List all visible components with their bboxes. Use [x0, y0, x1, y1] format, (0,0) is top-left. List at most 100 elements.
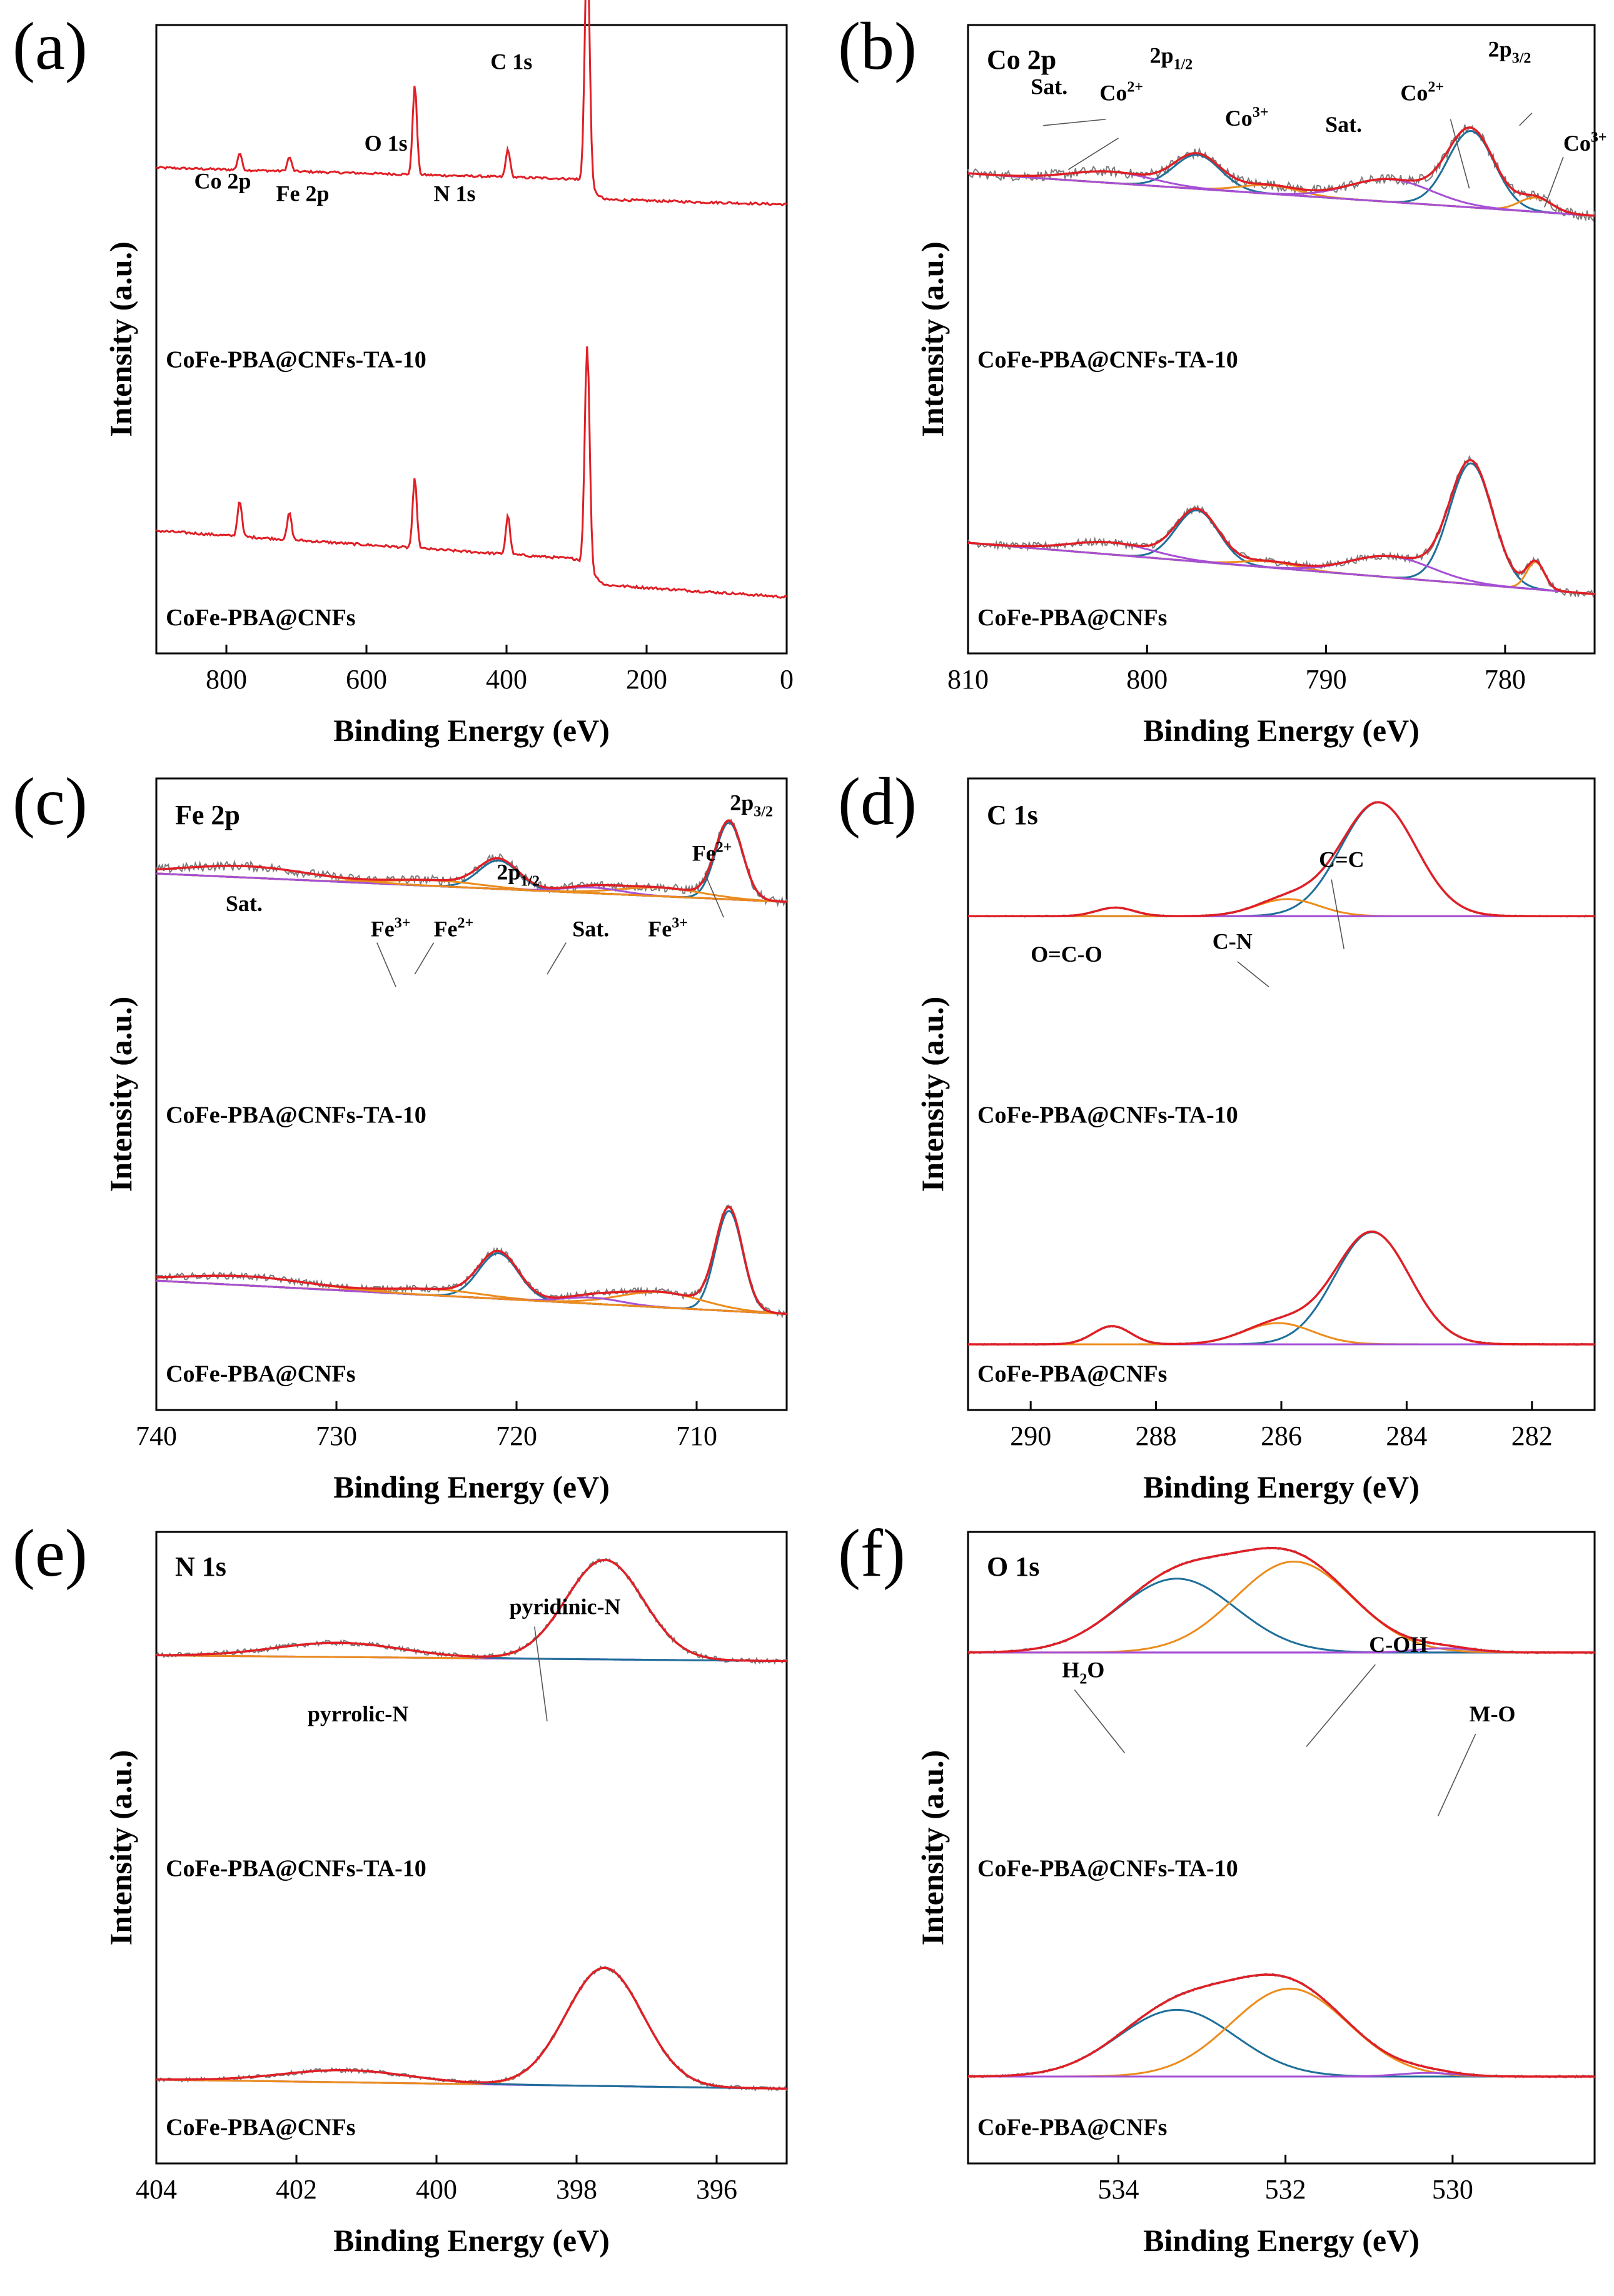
x-tick-label: 0 — [780, 664, 794, 695]
y-axis-label: Intensity (a.u.) — [915, 241, 950, 437]
panel-label: (b) — [838, 9, 917, 84]
peak-annotation: Sat. — [1031, 74, 1067, 99]
survey-line — [156, 0, 787, 207]
annotation-arrow — [1067, 138, 1119, 170]
panel-title: N 1s — [175, 1551, 226, 1582]
plot-frame — [155, 1531, 788, 2165]
panel-title: Fe 2p — [175, 800, 240, 830]
series-ta10: CoFe-PBA@CNFs-TA-10 — [156, 1558, 787, 1881]
x-tick-label: 402 — [276, 2174, 317, 2205]
peak-annotation: C=C — [1319, 847, 1364, 872]
panel-a: 800 600 400 200 0 Binding Energy (eV) Intensit… — [13, 0, 794, 748]
peak-annotation: Fe3+ — [371, 915, 411, 942]
x-tick-label: 288 — [1136, 1421, 1177, 1451]
peak-annotation: pyrrolic-N — [308, 1701, 408, 1726]
peak-annotation: H2O — [1062, 1657, 1104, 1687]
annotation-arrow — [704, 873, 724, 918]
x-tick-label: 404 — [136, 2174, 177, 2205]
series-pba: CoFe-PBA@CNFs — [156, 346, 787, 631]
x-tick-label: 790 — [1306, 664, 1347, 695]
plot-frame — [155, 777, 788, 1411]
raw-data-line — [967, 455, 1595, 598]
y-axis-label: Intensity (a.u.) — [103, 241, 138, 437]
x-tick-label: 400 — [416, 2174, 457, 2205]
x-tick-label: 720 — [496, 1421, 537, 1451]
x-tick-label: 740 — [136, 1421, 177, 1451]
peak-annotation: Fe 2p — [276, 181, 330, 206]
series-pba: CoFe-PBA@CNFs — [967, 1230, 1595, 1387]
panel-label: (a) — [13, 9, 88, 84]
x-axis-label: Binding Energy (eV) — [333, 1469, 610, 1504]
series-label: CoFe-PBA@CNFs-TA-10 — [977, 1102, 1238, 1128]
panel-e: 404 402 400 398 396 Binding Energy (eV) Intens… — [13, 1516, 788, 2258]
panel-label: (e) — [13, 1516, 88, 1591]
fit-component-orange — [968, 1561, 1595, 1654]
peak-annotation: N 1s — [434, 181, 476, 206]
series-label: CoFe-PBA@CNFs-TA-10 — [166, 347, 426, 373]
x-tick-label: 800 — [206, 664, 247, 695]
x-tick-label: 282 — [1511, 1421, 1553, 1451]
panel-f: 534 532 530 Binding Energy (eV) Intensity (a… — [838, 1516, 1596, 2258]
peak-annotation: Sat. — [1325, 112, 1362, 137]
peak-annotation: 2p1/2 — [1150, 43, 1193, 73]
x-tick-label: 290 — [1010, 1421, 1051, 1451]
annotation-arrow — [547, 942, 567, 975]
peak-annotation: Co3+ — [1563, 129, 1607, 156]
fit-component-blue — [967, 509, 1595, 595]
x-axis-label: Binding Energy (eV) — [333, 2223, 610, 2258]
peak-annotation: O 1s — [365, 131, 408, 156]
series-label: CoFe-PBA@CNFs — [166, 2115, 355, 2141]
annotation-arrow — [1519, 113, 1533, 126]
series-pba: CoFe-PBA@CNFs — [967, 455, 1595, 631]
fit-component-blue — [967, 462, 1595, 595]
peak-annotation: C-OH — [1369, 1632, 1428, 1657]
fit-envelope — [968, 1231, 1595, 1346]
plot-frame — [967, 1531, 1596, 2165]
fit-component-violet — [968, 1325, 1595, 1346]
panel-title: O 1s — [987, 1551, 1039, 1582]
peak-annotation: M-O — [1470, 1701, 1516, 1726]
panel-label: (f) — [838, 1516, 905, 1591]
panel-d: 290 288 286 284 282 Binding Energy (eV) Intens… — [838, 765, 1596, 1504]
annotation-arrow — [1450, 119, 1470, 189]
peak-annotation: 2p3/2 — [730, 790, 773, 820]
peak-annotation: 2p3/2 — [1488, 36, 1531, 66]
annotation-arrow — [414, 942, 435, 975]
fit-component-blue — [156, 1252, 787, 1315]
peak-annotation: Co 2p — [194, 168, 251, 193]
annotation-arrow — [1043, 118, 1106, 126]
x-axis-label: Binding Energy (eV) — [333, 713, 610, 748]
fit-envelope — [967, 459, 1595, 595]
x-tick-label: 530 — [1432, 2174, 1473, 2205]
peak-annotation: O=C-O — [1031, 942, 1102, 967]
plot-frame — [155, 24, 788, 655]
raw-data-line — [156, 1204, 787, 1319]
series-ta10: CoFe-PBA@CNFs-TA-10 — [156, 818, 787, 1128]
panel-label: (c) — [13, 765, 88, 839]
series-label: CoFe-PBA@CNFs-TA-10 — [977, 347, 1238, 373]
fit-envelope — [156, 1559, 787, 1663]
annotation-arrow — [534, 1626, 548, 1722]
x-tick-label: 532 — [1265, 2174, 1306, 2205]
fit-component-orange — [968, 1322, 1595, 1346]
fit-component-orange — [156, 1966, 787, 2090]
fit-envelope — [156, 1206, 787, 1315]
x-tick-label: 398 — [556, 2174, 597, 2205]
series-pba: CoFe-PBA@CNFs — [156, 1965, 787, 2141]
annotation-arrow — [1237, 961, 1269, 987]
peak-annotation: Fe2+ — [692, 839, 732, 865]
series-label: CoFe-PBA@CNFs — [166, 1361, 355, 1387]
x-tick-label: 400 — [486, 664, 527, 695]
x-tick-label: 810 — [947, 664, 989, 695]
fit-envelope — [156, 1966, 787, 2090]
y-axis-label: Intensity (a.u.) — [915, 997, 950, 1192]
peak-annotation: 2p1/2 — [497, 860, 540, 890]
fit-envelope — [968, 1547, 1595, 1654]
peak-annotation: C-N — [1213, 929, 1253, 954]
series-ta10: CoFe-PBA@CNFs-TA-10 — [967, 124, 1595, 373]
series-label: CoFe-PBA@CNFs-TA-10 — [166, 1855, 426, 1881]
panel-c: 740 730 720 710 Binding Energy (eV) Intensity… — [13, 765, 788, 1504]
survey-line — [156, 346, 787, 599]
peak-annotation: Co3+ — [1225, 104, 1269, 131]
x-tick-label: 200 — [626, 664, 667, 695]
